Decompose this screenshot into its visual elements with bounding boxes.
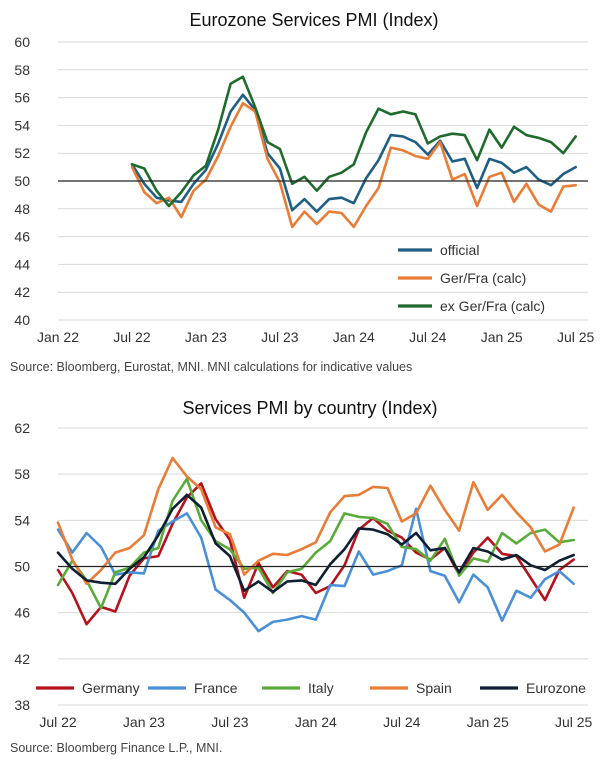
y-tick-label: 40 bbox=[14, 312, 30, 328]
chart1: 40 42 44 46 48 50 52 54 56 58 60 Jan 22 Jul 22 Jan 23… bbox=[14, 34, 594, 345]
y-tick-label: 50 bbox=[14, 173, 30, 189]
x-tick-label: Jul 24 bbox=[383, 714, 421, 730]
y-tick-label: 52 bbox=[14, 145, 30, 161]
x-tick-label: Jul 23 bbox=[261, 329, 299, 345]
x-tick-label: Jan 25 bbox=[467, 714, 509, 730]
x-tick-label: Jul 23 bbox=[211, 714, 249, 730]
y-tick-label: 60 bbox=[14, 34, 30, 50]
y-tick-label: 54 bbox=[14, 512, 30, 528]
legend-label: France bbox=[194, 680, 238, 696]
legend-label: Spain bbox=[416, 680, 452, 696]
y-tick-label: 56 bbox=[14, 90, 30, 106]
chart2-source: Source: Bloomberg Finance L.P., MNI. bbox=[10, 741, 222, 755]
legend-label: ex Ger/Fra (calc) bbox=[440, 298, 545, 314]
y-tick-label: 46 bbox=[14, 605, 30, 621]
chart1-source: Source: Bloomberg, Eurostat, MNI. MNI ca… bbox=[10, 360, 412, 374]
legend-label: Italy bbox=[308, 680, 334, 696]
x-tick-label: Jul 25 bbox=[557, 329, 595, 345]
x-tick-label: Jul 22 bbox=[39, 714, 77, 730]
x-tick-label: Jan 24 bbox=[333, 329, 375, 345]
y-tick-label: 58 bbox=[14, 466, 30, 482]
chart2: 38 42 46 50 54 58 62 Jul 22 Jan 23 Jul 23 Jan 24 Ju… bbox=[14, 420, 592, 730]
x-tick-label: Jan 24 bbox=[295, 714, 337, 730]
series-line-ger-fra-calc- bbox=[130, 101, 577, 229]
y-tick-label: 46 bbox=[14, 229, 30, 245]
series-line-spain bbox=[56, 456, 575, 586]
chart1-title: Eurozone Services PMI (Index) bbox=[189, 10, 438, 30]
x-tick-label: Jul 24 bbox=[409, 329, 447, 345]
x-tick-label: Jan 23 bbox=[123, 714, 165, 730]
chart2-title: Services PMI by country (Index) bbox=[182, 398, 437, 418]
x-tick-label: Jan 25 bbox=[481, 329, 523, 345]
legend-label: Ger/Fra (calc) bbox=[440, 270, 526, 286]
legend-label: Germany bbox=[82, 680, 140, 696]
legend-label: Eurozone bbox=[526, 680, 586, 696]
y-tick-label: 62 bbox=[14, 420, 30, 436]
series-line-ex-ger-fra-calc- bbox=[130, 75, 577, 208]
series-line-italy bbox=[56, 477, 575, 610]
legend-label: official bbox=[440, 242, 479, 258]
x-tick-label: Jan 23 bbox=[185, 329, 227, 345]
y-tick-label: 38 bbox=[14, 697, 30, 713]
y-tick-label: 42 bbox=[14, 651, 30, 667]
y-tick-label: 54 bbox=[14, 117, 30, 133]
x-tick-label: Jul 25 bbox=[555, 714, 593, 730]
y-tick-label: 58 bbox=[14, 62, 30, 78]
series-line-france bbox=[56, 507, 575, 633]
y-tick-label: 48 bbox=[14, 201, 30, 217]
y-tick-label: 42 bbox=[14, 284, 30, 300]
x-tick-label: Jan 22 bbox=[37, 329, 79, 345]
x-tick-label: Jul 22 bbox=[113, 329, 151, 345]
series-line-official bbox=[130, 93, 577, 213]
y-tick-label: 44 bbox=[14, 256, 30, 272]
series-line-eurozone bbox=[56, 493, 575, 594]
y-tick-label: 50 bbox=[14, 559, 30, 575]
